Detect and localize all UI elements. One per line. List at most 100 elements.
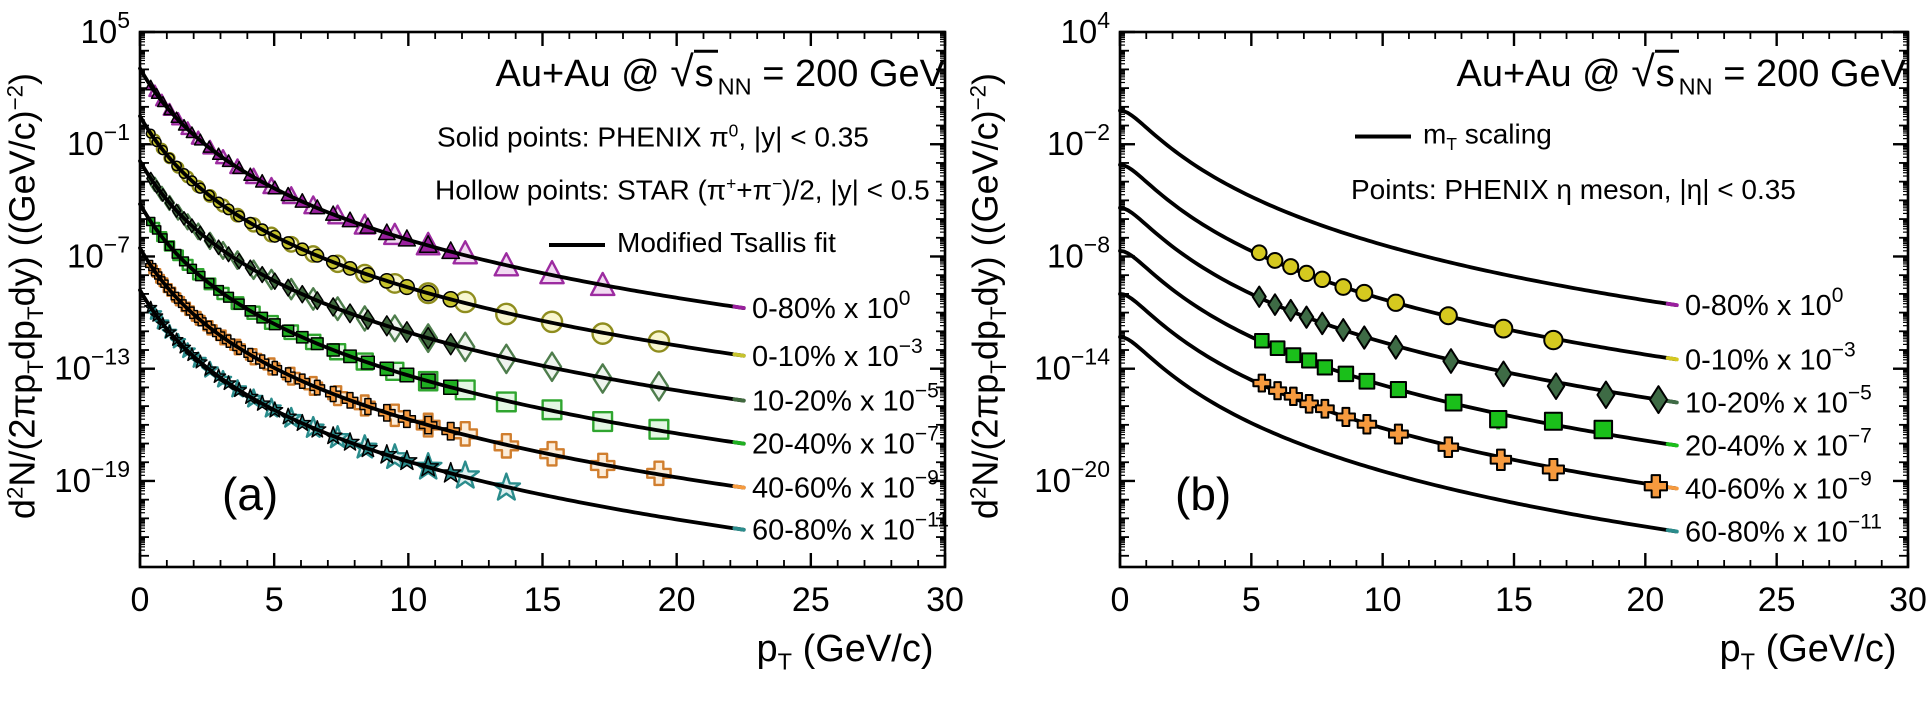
marker-cross [1541, 457, 1565, 482]
marker-cross [1314, 398, 1335, 419]
marker-square [1254, 332, 1270, 349]
axis-tick-labels: 10−20 10−14 10−8 10−2 104 0 5 10 15 20 25 30 [1034, 7, 1926, 619]
marker-circle [1266, 252, 1284, 269]
fit-curve-60-80% [138, 288, 746, 532]
x-tick-label: 10 [1364, 581, 1402, 619]
fit-curve-0-80% [1118, 108, 1678, 307]
marker-square [1301, 352, 1318, 369]
curve-label-40-60%: 40-60% x 10−9 [752, 467, 939, 505]
curve-label-0-10%: 0-10% x 10−3 [1685, 338, 1856, 376]
marker-square [1285, 347, 1302, 364]
marker-circle [1313, 270, 1331, 289]
plot-b: 10−20 10−14 10−8 10−2 104 0 5 10 15 20 25 30 0-80% x… [1034, 7, 1926, 619]
fit-curve-0-80% [138, 66, 746, 310]
panel-a-ylabel: d2N/(2πpTdpTdy) ((GeV/c)−2) [1, 72, 49, 520]
curve-tip-0-10% [732, 352, 746, 358]
curve-tip-10-20% [1665, 399, 1679, 405]
marker-square [1389, 380, 1407, 399]
x-tick-label: 30 [1889, 581, 1926, 619]
curve-label-10-20%: 10-20% x 10−5 [1685, 381, 1872, 419]
curve-label-10-20%: 10-20% x 10−5 [752, 380, 939, 418]
marker-square [1593, 419, 1614, 440]
x-tick-label: 0 [131, 581, 150, 619]
axis-tick-labels: 10−19 10−13 10−7 10−1 105 0 5 10 15 20 25 30 [54, 7, 963, 619]
fit-curve-0-10% [138, 114, 746, 358]
x-tick-label: 5 [265, 581, 284, 619]
curve-tip-10-20% [732, 397, 746, 403]
marker-square [1489, 410, 1508, 429]
curve-tip-0-80% [1665, 301, 1679, 308]
fit-curves [138, 66, 746, 532]
curve-label-0-80%: 0-80% x 100 [752, 287, 910, 325]
marker-cross [1489, 448, 1513, 471]
panel-b: 10−20 10−14 10−8 10−2 104 0 5 10 15 20 25 30 0-80% x… [963, 0, 1926, 703]
curve-label-20-40%: 20-40% x 10−7 [752, 423, 939, 461]
marker-diamond [1546, 372, 1566, 400]
marker-diamond [1494, 360, 1513, 388]
panel-b-title: Au+Au @ √s NN = 200 GeV [1456, 47, 1906, 100]
curve-label-40-60%: 40-60% x 10−9 [1685, 468, 1872, 506]
fit-curve-10-20% [138, 159, 746, 403]
marker-square [1543, 411, 1563, 431]
marker-circle [1438, 306, 1458, 326]
marker-circle [1334, 278, 1353, 296]
marker-cross [1643, 474, 1668, 499]
x-tick-label: 20 [1626, 581, 1664, 619]
marker-diamond [1356, 325, 1373, 350]
marker-square [1337, 365, 1355, 383]
fit-curve-20-40% [138, 202, 746, 446]
y-tick-label: 10−19 [54, 456, 130, 499]
x-tick-label: 0 [1111, 581, 1130, 619]
marker-circle [1297, 264, 1316, 283]
y-tick-label: 10−8 [1047, 231, 1110, 274]
marker-circle [1355, 283, 1374, 302]
marker-cross [1356, 414, 1378, 435]
marker-square [1316, 359, 1334, 376]
marker-cross [1387, 423, 1409, 445]
marker-diamond [1283, 298, 1299, 322]
panel-a-title: Au+Au @ √s NN = 200 GeV [495, 47, 945, 100]
marker-diamond [1387, 334, 1405, 360]
marker-cross [1335, 406, 1356, 427]
curve-tip-0-80% [732, 304, 746, 310]
marker-cross [1252, 373, 1272, 393]
curve-tip-40-60% [1665, 485, 1679, 491]
panel-b-xlabel: pT (GeV/c) [1719, 627, 1897, 675]
fit-line-swatch [549, 242, 605, 247]
fit-curve-40-60% [138, 246, 746, 490]
marker-cross [1299, 394, 1319, 414]
y-tick-label: 10−20 [1034, 456, 1110, 499]
panel-a-xlabel: pT (GeV/c) [756, 627, 934, 675]
y-tick-label: 10−2 [1047, 119, 1110, 162]
y-tick-label: 10−13 [54, 344, 130, 387]
fit-line-swatch [1355, 134, 1411, 139]
series-20-40%-markers [1254, 332, 1614, 440]
marker-diamond [1442, 348, 1460, 374]
marker-diamond [1596, 380, 1616, 410]
curve-tip-40-60% [732, 484, 746, 490]
marker-circle [1250, 244, 1268, 262]
panel-b-ylabel: d2N/(2πpTdpTdy) ((GeV/c)−2) [964, 72, 1012, 520]
marker-diamond [1648, 385, 1669, 415]
y-tick-label: 10−7 [67, 231, 130, 274]
panel-b-legend-points: Points: PHENIX η meson, |η| < 0.35 [1351, 174, 1796, 205]
curve-tip-60-80% [1665, 528, 1679, 534]
curve-label-0-10%: 0-10% x 10−3 [752, 335, 923, 373]
marker-diamond [1335, 318, 1352, 342]
curve-label-0-80%: 0-80% x 100 [1685, 284, 1843, 322]
plot-frame [138, 30, 947, 569]
panel-a: 10−19 10−13 10−7 10−1 105 0 5 10 15 20 25 30 0-80% x… [1, 7, 963, 675]
x-tick-label: 15 [1495, 581, 1533, 619]
marker-diamond [1298, 305, 1315, 329]
marker-diamond [1251, 285, 1267, 308]
x-tick-label: 5 [1242, 581, 1261, 619]
sqrt-expression: √s [670, 49, 718, 95]
marker-circle [1282, 258, 1300, 276]
series-0-10%-markers [1250, 244, 1564, 351]
panel-a-legend-solid: Solid points: PHENIX π0, |y| < 0.35 [437, 120, 869, 153]
marker-square [1358, 372, 1376, 390]
panel-letter: (a) [222, 468, 278, 520]
curve-tip-20-40% [1665, 442, 1679, 448]
x-tick-label: 20 [658, 581, 696, 619]
